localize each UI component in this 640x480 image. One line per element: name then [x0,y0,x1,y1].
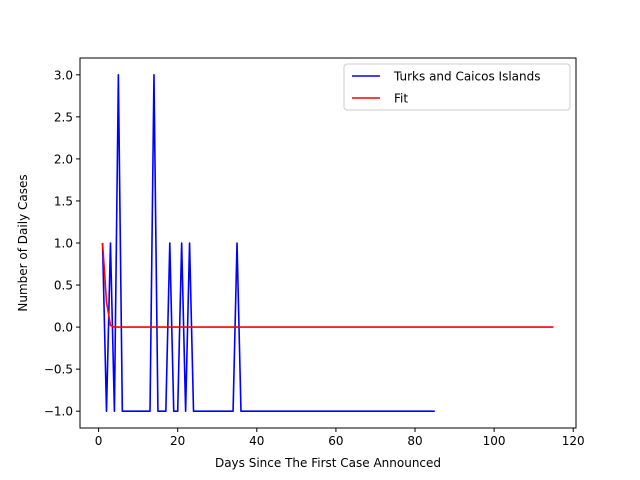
y-tick-label: 1.5 [54,194,73,208]
x-tick-label: 120 [562,434,585,448]
legend: Turks and Caicos Islands Fit [343,63,571,111]
series-line-fit [101,242,554,328]
y-tick-label: 1.0 [54,237,73,251]
y-tick-label: 0.0 [54,321,73,335]
legend-frame [343,63,571,111]
x-tick-label: 80 [407,434,422,448]
y-axis-ticks: −1.0 −0.5 0.0 0.5 1.0 1.5 2.0 2.5 3.0 [44,68,80,419]
y-tick-label: −0.5 [44,363,73,377]
x-axis-label: Days Since The First Case Announced [215,456,441,470]
x-tick-label: 100 [483,434,506,448]
x-tick-label: 0 [95,434,103,448]
x-tick-label: 20 [170,434,185,448]
y-tick-label: 3.0 [54,68,73,82]
x-axis-ticks: 0 20 40 60 80 100 120 [95,428,585,448]
y-tick-label: 2.0 [54,152,73,166]
legend-label: Fit [394,92,408,106]
series-line-turks-and-caicos [101,74,435,412]
legend-label: Turks and Caicos Islands [393,70,540,84]
x-tick-label: 40 [249,434,264,448]
y-axis-label: Number of Daily Cases [16,174,30,311]
y-tick-label: 2.5 [54,110,73,124]
series-lines [101,74,554,412]
y-tick-label: 0.5 [54,279,73,293]
y-tick-label: −1.0 [44,405,73,419]
x-tick-label: 60 [328,434,343,448]
